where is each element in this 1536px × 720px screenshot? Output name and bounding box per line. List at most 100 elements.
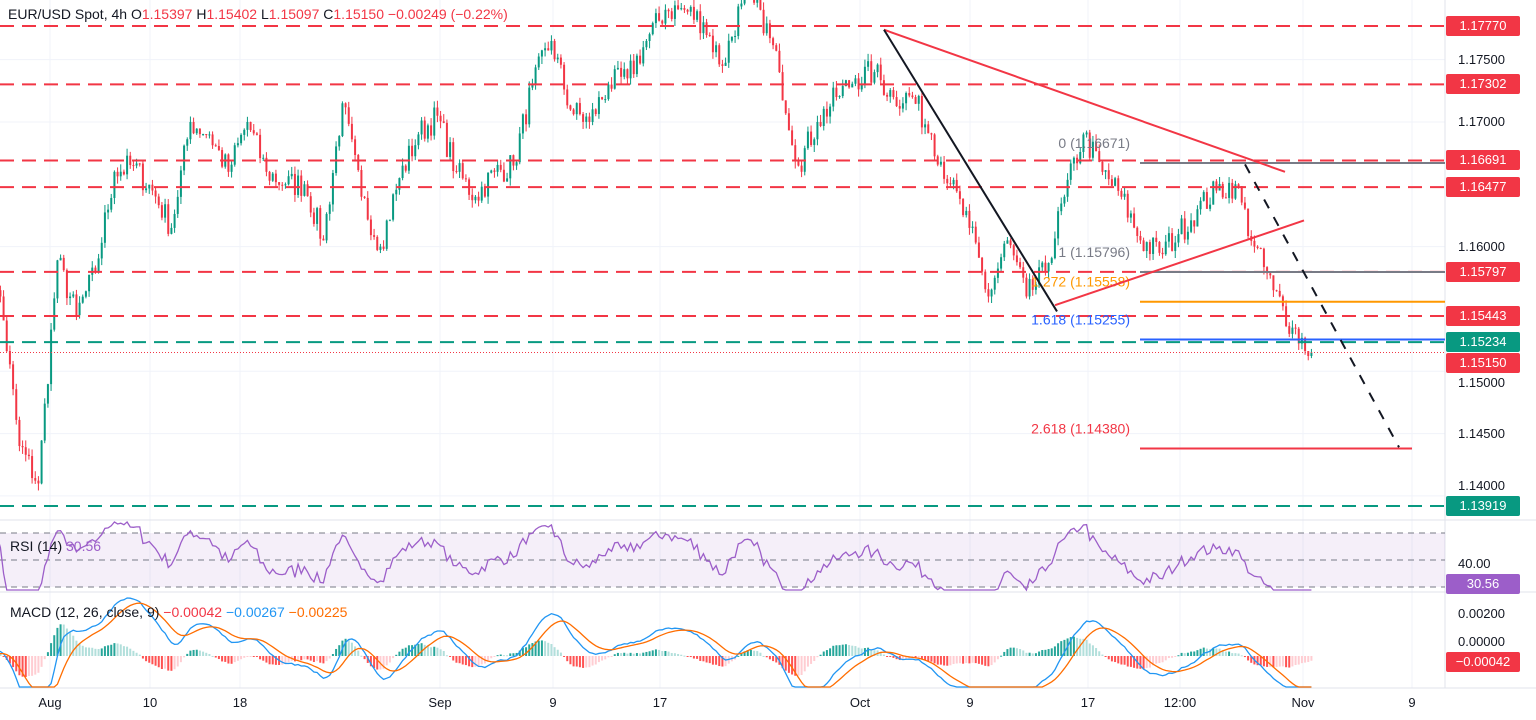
candle-body [1190,220,1193,232]
macd-hist-bar [236,656,239,661]
candle [521,113,524,139]
macd-hist-bar [556,649,559,656]
candle [1164,234,1167,256]
macd-legend[interactable]: MACD (12, 26, close, 9) −0.00042 −0.0026… [10,604,348,620]
candle-body [1177,234,1180,243]
candle-body [1015,255,1018,263]
candle [1031,275,1034,296]
candle-body [943,161,946,179]
candle [829,103,832,124]
candle [1259,247,1262,250]
candle [1095,134,1098,152]
candle-body [94,267,97,272]
macd-hist-bar [468,656,471,667]
symbol-title[interactable]: EUR/USD Spot, 4h [8,6,128,22]
candle-body [607,84,610,100]
candle [1167,226,1170,248]
candle [1218,176,1221,191]
macd-hist-bar [870,649,873,656]
rsi-legend[interactable]: RSI (14) 30.56 [10,538,102,554]
candle-body [407,145,410,171]
candle [784,100,787,115]
candle-body [309,196,312,213]
candle [1253,235,1256,253]
candle [1047,262,1050,279]
candle-body [189,121,192,140]
candle-body [1136,227,1139,236]
candle-body [588,116,591,122]
candle-body [1196,209,1199,227]
candle [677,0,680,11]
candle [762,2,765,36]
macd-hist-bar [1300,656,1303,664]
macd-hist-bar [404,647,407,656]
candle [696,9,699,23]
candle [8,345,11,369]
candle [1063,194,1066,207]
candle-body [778,50,781,73]
candle [1082,132,1085,159]
candle [768,19,771,44]
macd-hist-bar [40,656,43,667]
candle [249,121,252,133]
macd-hist-bar [211,655,214,657]
candle [43,398,46,444]
candle [692,0,695,24]
macd-hist-bar [426,645,429,656]
macd-hist-bar [575,656,578,667]
candle-body [179,170,182,197]
macd-hist-bar [749,649,752,656]
candle [1294,324,1297,335]
macd-hist-bar [965,656,968,664]
candle-body [730,36,733,41]
macd-hist-bar [578,656,581,668]
candle [825,101,828,124]
macd-hist-bar [939,656,942,665]
candle [1003,240,1006,261]
candle-body [34,478,37,481]
candle [705,18,708,38]
macd-hist-bar [1174,656,1177,657]
candle [132,161,135,171]
candle [474,194,477,204]
candle [376,235,379,252]
candle [436,100,439,123]
candle-body [677,5,680,10]
macd-hist-bar [917,656,920,658]
candle [518,126,521,165]
candle-body [31,456,34,479]
macd-hist-bar [1114,656,1117,663]
candle-body [939,161,942,165]
candle-body [502,169,505,182]
candle-body [933,134,936,157]
macd-hist-bar [1180,652,1183,656]
candle-body [1266,267,1269,274]
macd-hist-bar [398,651,401,656]
macd-hist-bar [1076,637,1079,656]
candle [328,201,331,221]
macd-hist-bar [857,647,860,656]
candle [575,102,578,120]
candle-body [493,170,496,172]
candle [319,205,322,246]
x-axis-tick: 9 [966,695,974,710]
candle [1019,257,1022,270]
candle-body [331,173,334,205]
macd-hist-bar [1190,651,1193,656]
rsi-value-tag: 30.56 [1446,574,1520,594]
macd-hist-bar [993,656,996,663]
candle [540,49,543,64]
candle-body [328,204,331,214]
macd-hist-bar [338,645,341,656]
candle-body [727,40,730,63]
macd-hist-bar [344,638,347,656]
macd-hist-bar [1126,656,1129,667]
candle [471,188,474,208]
macd-hist-bar [990,656,993,666]
fib-level-label: 1.272 (1.15558) [1031,274,1130,290]
macd-hist-bar [217,656,220,660]
candle [841,79,844,99]
macd-hist-bar [1186,652,1189,656]
